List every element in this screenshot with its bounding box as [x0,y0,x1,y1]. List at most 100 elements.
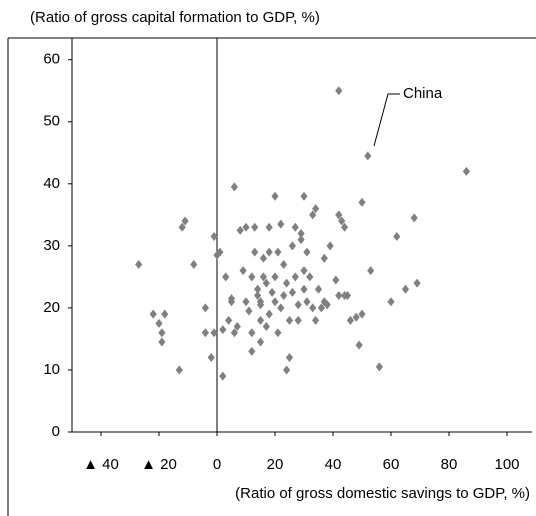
point [306,272,314,282]
point [283,365,291,375]
point [335,86,343,96]
x-axis-label: (Ratio of gross domestic savings to GDP,… [235,485,530,502]
point [297,235,305,245]
point [256,300,265,310]
x-tick-label: 40 [325,456,342,473]
y-axis-label: (Ratio of gross capital formation to GDP… [30,9,320,26]
point [210,232,218,242]
point [242,297,250,307]
point [219,371,227,381]
point [248,328,256,338]
point [245,306,253,316]
point [291,222,299,232]
point [251,247,259,257]
point [248,346,256,356]
point [230,182,238,192]
point [375,362,383,372]
point [274,247,282,257]
point [285,353,294,363]
x-tick-label: 100 [494,456,519,473]
x-tick-label: 80 [441,456,458,473]
point [367,266,375,276]
point [323,300,331,310]
point [355,340,363,350]
y-tick-label: 20 [43,299,60,316]
point [222,272,230,282]
point [149,309,157,319]
x-tick-label: 60 [383,456,400,473]
annotation: China [403,85,443,102]
point [178,222,186,232]
point [294,315,302,325]
point [262,278,270,288]
point [256,315,265,325]
point [207,353,215,363]
point [271,297,279,307]
point [225,315,233,325]
point [274,328,282,338]
point [190,259,198,269]
x-tick-label: ▲ 20 [141,456,177,473]
point [309,210,317,220]
point [227,294,236,304]
point [158,337,166,347]
point [213,250,221,260]
point [277,219,285,229]
point [268,287,276,297]
point [271,272,279,282]
point [300,284,308,294]
point [201,328,209,338]
point [219,325,227,335]
point [300,191,308,201]
point [239,266,247,276]
point [254,284,262,294]
y-tick-label: 60 [43,51,60,68]
point [251,222,259,232]
point [242,222,250,232]
point [254,290,262,300]
point [265,247,273,257]
point [256,337,265,347]
point [280,290,288,300]
point [303,297,311,307]
point [155,318,163,328]
point [294,300,302,310]
point [413,278,421,288]
point [277,303,285,313]
y-tick-label: 50 [43,113,60,130]
point [364,151,372,161]
point [326,241,334,251]
point [358,309,366,319]
point [352,312,360,322]
point [161,309,169,319]
point [320,253,328,263]
point [317,303,325,313]
point [314,284,323,294]
y-tick-label: 40 [43,175,60,192]
point [233,322,241,332]
point [291,272,299,282]
point [181,216,189,226]
point [265,309,273,319]
point [135,259,143,269]
point [158,328,166,338]
point [230,328,238,338]
point [312,315,320,325]
point [262,322,270,332]
point [285,315,294,325]
annotation-leader [373,93,400,147]
point [393,232,401,242]
point [259,272,267,282]
point [309,303,317,313]
point [312,204,320,214]
point [175,365,183,375]
point [288,287,296,297]
point [280,259,288,269]
point [259,253,267,263]
point [332,275,340,285]
point [283,278,291,288]
point [335,290,343,300]
y-tick-label: 10 [43,361,60,378]
point [358,197,366,207]
